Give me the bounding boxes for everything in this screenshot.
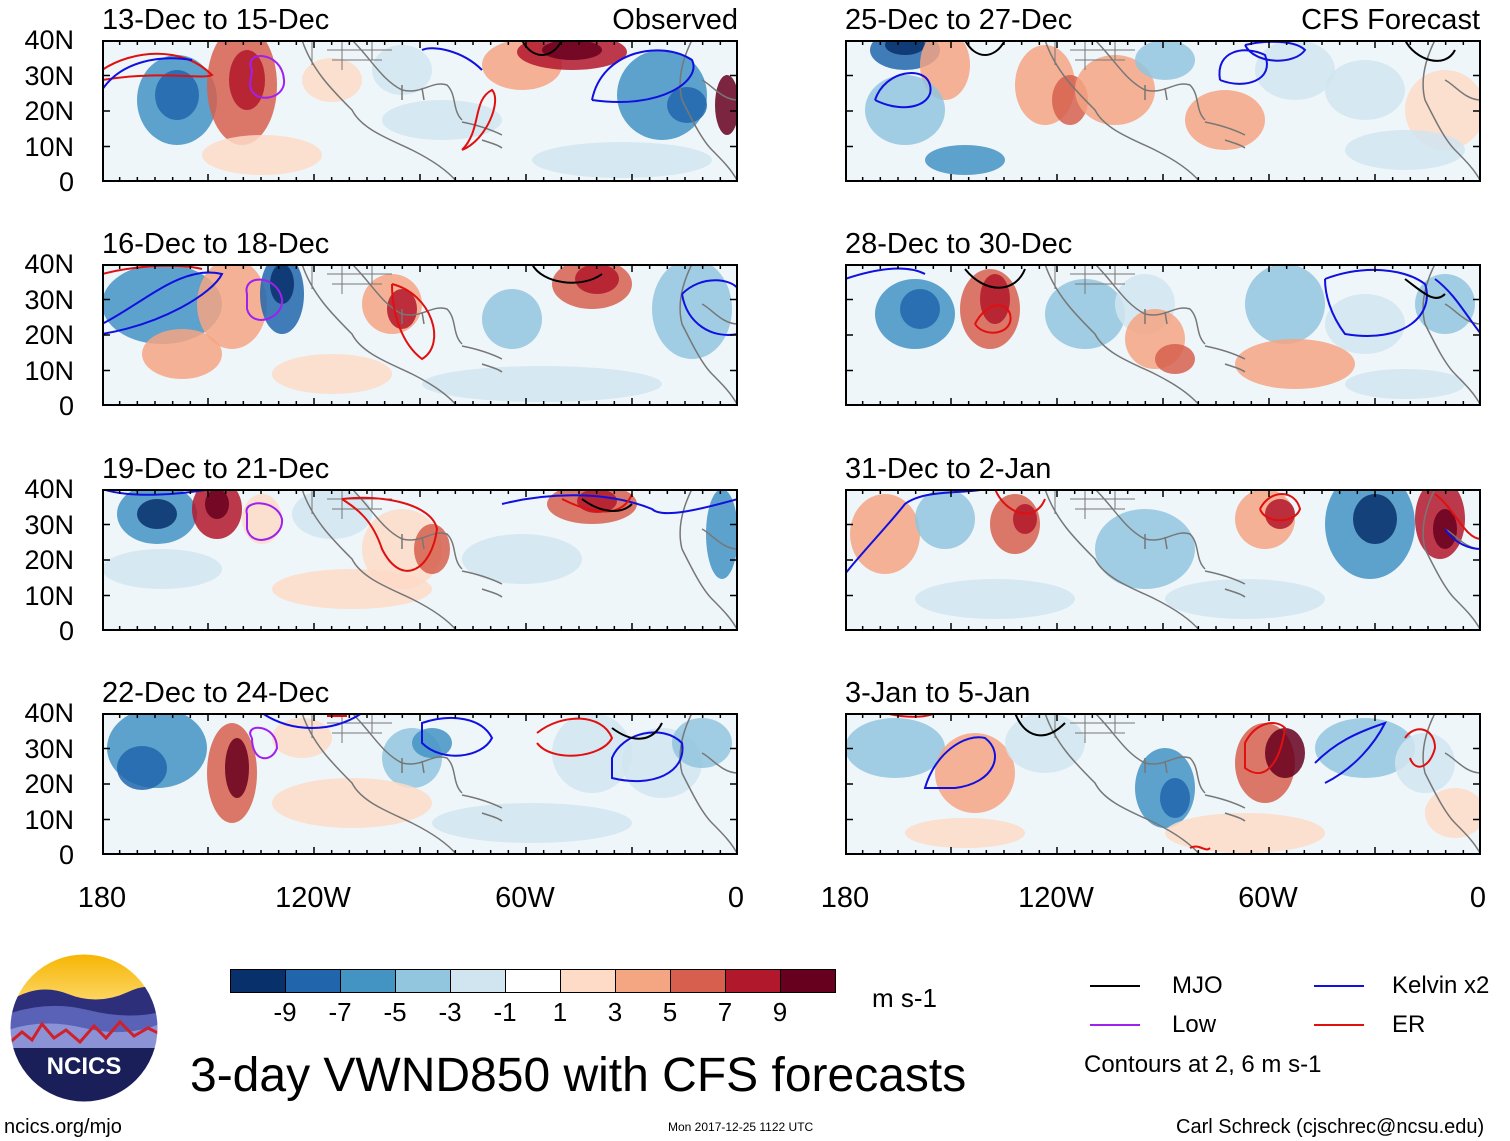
lat-label: 0	[58, 840, 74, 870]
mjo-line-swatch	[1090, 985, 1140, 987]
legend-kelvin: Kelvin x2	[1392, 972, 1490, 999]
lat-label: 30N	[24, 60, 74, 91]
panel-title: 16-Dec to 18-Dec	[102, 228, 330, 260]
logo-text: NCICS	[47, 1053, 122, 1080]
footer-author: Carl Schreck (cjschrec@ncsu.edu)	[1176, 1116, 1485, 1138]
lat-label: 10N	[24, 804, 74, 835]
colorbar-units: m s-1	[872, 983, 937, 1013]
ncics-logo: NCICS	[9, 953, 159, 1103]
lon-label: 180	[77, 882, 127, 914]
lat-label: 20N	[24, 545, 74, 575]
panel-title: 3-Jan to 5-Jan	[845, 677, 1031, 709]
colorbar-tick: 1	[552, 997, 568, 1027]
panel-title: 25-Dec to 27-Dec	[845, 4, 1073, 36]
contours-note: Contours at 2, 6 m s-1	[1084, 1051, 1322, 1078]
observed-map-3	[102, 489, 738, 631]
panel-title: 28-Dec to 30-Dec	[845, 228, 1073, 260]
observed-label: Observed	[612, 4, 738, 36]
legend-mjo: MJO	[1172, 972, 1223, 999]
er-line-swatch	[1314, 1024, 1364, 1026]
lon-label: 60W	[495, 882, 555, 914]
kelvin-line-swatch	[1314, 985, 1364, 987]
colorbar-tick: 9	[772, 997, 788, 1027]
lat-label: 30N	[24, 284, 74, 315]
lat-label: 0	[58, 391, 74, 421]
legend-er: ER	[1392, 1011, 1426, 1038]
colorbar-swatch	[780, 969, 836, 993]
forecast-map-4	[845, 713, 1481, 855]
lat-label: 10N	[24, 355, 74, 386]
colorbar-tick: -7	[328, 997, 352, 1027]
panel-title: 19-Dec to 21-Dec	[102, 453, 330, 485]
colorbar-tick: -5	[383, 997, 407, 1027]
colorbar-tick: -1	[493, 997, 517, 1027]
lat-label: 10N	[24, 131, 74, 162]
colorbar-tick: 3	[607, 997, 623, 1027]
lat-label: 40N	[24, 249, 74, 279]
colorbar-tick: 7	[717, 997, 733, 1027]
observed-map-4	[102, 713, 738, 855]
colorbar-swatch	[670, 969, 726, 993]
lon-label: 0	[727, 882, 745, 914]
colorbar-swatch	[615, 969, 671, 993]
lon-label: 60W	[1238, 882, 1298, 914]
lat-label: 40N	[24, 474, 74, 504]
panel-title: 13-Dec to 15-Dec	[102, 4, 330, 36]
forecast-map-2	[845, 264, 1481, 406]
colorbar-swatch	[395, 969, 451, 993]
legend-low: Low	[1172, 1011, 1217, 1038]
colorbar-swatch	[560, 969, 616, 993]
colorbar-swatch	[725, 969, 781, 993]
footer-url[interactable]: ncics.org/mjo	[4, 1116, 122, 1138]
low-line-swatch	[1090, 1024, 1140, 1026]
colorbar-swatch	[450, 969, 506, 993]
observed-map-1	[102, 40, 738, 182]
lon-label: 0	[1469, 882, 1487, 914]
lat-label: 20N	[24, 320, 74, 350]
lat-label: 30N	[24, 509, 74, 540]
observed-map-2	[102, 264, 738, 406]
colorbar-swatch	[340, 969, 396, 993]
forecast-map-1	[845, 40, 1481, 182]
colorbar-tick: -9	[273, 997, 297, 1027]
lon-label: 180	[820, 882, 870, 914]
lat-label: 30N	[24, 733, 74, 764]
lat-label: 20N	[24, 96, 74, 126]
lat-label: 10N	[24, 580, 74, 611]
panel-title: 31-Dec to 2-Jan	[845, 453, 1052, 485]
panel-title: 22-Dec to 24-Dec	[102, 677, 330, 709]
lat-label: 40N	[24, 698, 74, 728]
lat-label: 0	[58, 167, 74, 197]
lat-label: 40N	[24, 25, 74, 55]
colorbar-tick: 5	[662, 997, 678, 1027]
main-title: 3-day VWND850 with CFS forecasts	[190, 1049, 967, 1102]
forecast-label: CFS Forecast	[1301, 4, 1480, 36]
forecast-map-3	[845, 489, 1481, 631]
lat-label: 20N	[24, 769, 74, 799]
colorbar-swatch	[230, 969, 286, 993]
colorbar-swatch	[285, 969, 341, 993]
lat-label: 0	[58, 616, 74, 646]
footer-timestamp: Mon 2017-12-25 1122 UTC	[668, 1120, 814, 1134]
colorbar-tick: -3	[438, 997, 462, 1027]
lon-label: 120W	[1018, 882, 1094, 914]
lon-label: 120W	[275, 882, 351, 914]
colorbar-swatch	[505, 969, 561, 993]
